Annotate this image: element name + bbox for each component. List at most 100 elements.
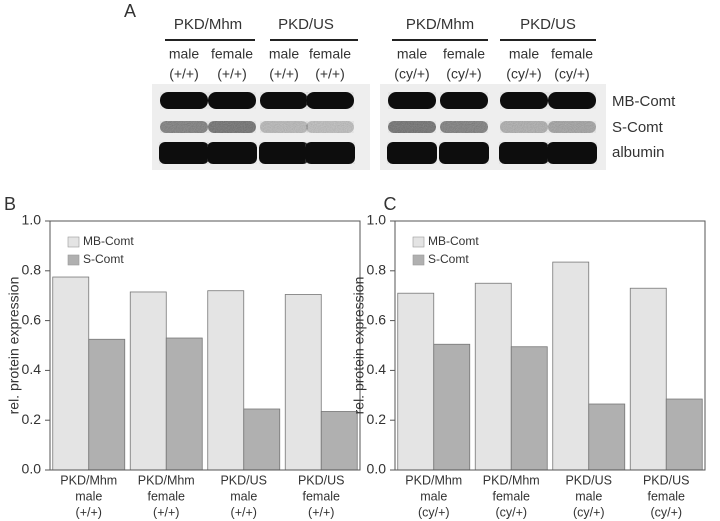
bar (552, 261, 590, 471)
x-tick-label: PKD/US (220, 473, 267, 487)
lane-label: male (269, 46, 300, 62)
y-axis-label: rel. protein expression (351, 277, 367, 415)
legend-label: S-Comt (83, 252, 124, 266)
x-tick-label: female (492, 489, 530, 503)
y-tick-label: 1.0 (22, 212, 42, 228)
bar (588, 403, 626, 471)
lane-label: (+/+) (217, 66, 247, 82)
albumin-band (499, 142, 549, 164)
lane-label: (+/+) (169, 66, 199, 82)
legend-swatch (412, 254, 425, 266)
y-tick-label: 0.6 (367, 311, 387, 327)
y-tick-label: 0.6 (22, 311, 42, 327)
x-tick-label: PKD/Mhm (405, 473, 462, 487)
s-band (440, 121, 488, 133)
lane-label: female (211, 46, 253, 62)
mb-band (388, 92, 436, 109)
x-tick-label: (+/+) (308, 505, 334, 519)
bar (284, 294, 322, 471)
albumin-band (259, 142, 309, 164)
lane-label: (cy/+) (554, 66, 589, 82)
group-label: PKD/Mhm (174, 16, 242, 33)
s-band (548, 121, 596, 133)
mb-band (208, 92, 256, 109)
y-tick-label: 0.4 (367, 361, 387, 377)
group-label: PKD/US (278, 16, 334, 33)
legend-label: S-Comt (428, 252, 469, 266)
bar (474, 282, 512, 471)
albumin-band (547, 142, 597, 164)
s-band (388, 121, 436, 133)
band-label: albumin (612, 144, 665, 161)
panel-label: B (4, 194, 16, 214)
albumin-band (439, 142, 489, 164)
albumin-band (207, 142, 257, 164)
x-tick-label: female (647, 489, 685, 503)
y-tick-label: 0.0 (367, 461, 387, 477)
legend-label: MB-Comt (428, 234, 479, 248)
x-tick-label: male (230, 489, 257, 503)
mb-band (160, 92, 208, 109)
lane-label: female (443, 46, 485, 62)
x-tick-label: female (147, 489, 185, 503)
s-band (500, 121, 548, 133)
mb-band (260, 92, 308, 109)
x-tick-label: male (420, 489, 447, 503)
lane-label: male (509, 46, 540, 62)
x-tick-label: PKD/US (643, 473, 690, 487)
x-tick-label: PKD/US (565, 473, 612, 487)
mb-band (306, 92, 354, 109)
albumin-band (387, 142, 437, 164)
x-tick-label: PKD/Mhm (483, 473, 540, 487)
group-label: PKD/US (520, 16, 576, 33)
bar (510, 346, 548, 471)
x-tick-label: (+/+) (231, 505, 257, 519)
x-tick-label: male (75, 489, 102, 503)
x-tick-label: PKD/US (298, 473, 345, 487)
y-axis-label: rel. protein expression (6, 277, 22, 415)
x-tick-label: PKD/Mhm (60, 473, 117, 487)
mb-band (548, 92, 596, 109)
legend-swatch (67, 236, 80, 248)
x-tick-label: (+/+) (153, 505, 179, 519)
lane-label: male (397, 46, 428, 62)
lane-label: (cy/+) (506, 66, 541, 82)
x-tick-label: (cy/+) (573, 505, 605, 519)
bar (165, 337, 203, 471)
bar (665, 398, 703, 471)
y-tick-label: 0.4 (22, 361, 42, 377)
legend-label: MB-Comt (83, 234, 134, 248)
s-band (160, 121, 208, 133)
bar (320, 411, 358, 471)
y-tick-label: 0.8 (22, 262, 42, 278)
albumin-band (305, 142, 355, 164)
band-label: S-Comt (612, 119, 664, 136)
bar (88, 338, 126, 471)
bar (243, 408, 281, 471)
panel-label: A (124, 1, 136, 21)
group-label: PKD/Mhm (406, 16, 474, 33)
legend-swatch (412, 236, 425, 248)
y-tick-label: 0.8 (367, 262, 387, 278)
x-tick-label: (cy/+) (650, 505, 682, 519)
lane-label: (cy/+) (394, 66, 429, 82)
lane-label: (+/+) (269, 66, 299, 82)
mb-band (440, 92, 488, 109)
band-label: MB-Comt (612, 93, 676, 110)
x-tick-label: male (575, 489, 602, 503)
lane-label: female (551, 46, 593, 62)
lane-label: female (309, 46, 351, 62)
y-tick-label: 0.0 (22, 461, 42, 477)
bar (52, 276, 90, 471)
y-tick-label: 1.0 (367, 212, 387, 228)
albumin-band (159, 142, 209, 164)
blot-panel (152, 84, 606, 170)
plot-frame (49, 220, 361, 471)
s-band (306, 121, 354, 133)
lane-label: (+/+) (315, 66, 345, 82)
mb-band (500, 92, 548, 109)
y-tick-label: 0.2 (367, 411, 387, 427)
legend-swatch (67, 254, 80, 266)
x-tick-label: female (302, 489, 340, 503)
s-band (260, 121, 308, 133)
